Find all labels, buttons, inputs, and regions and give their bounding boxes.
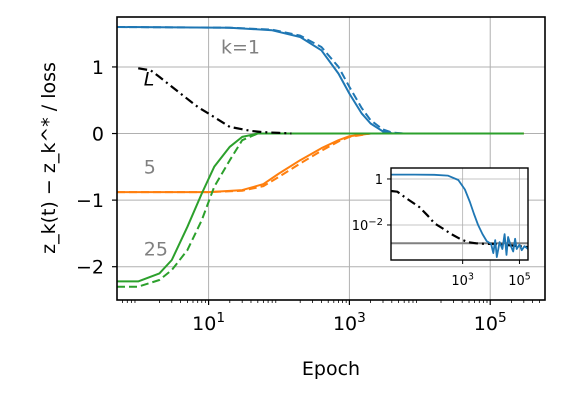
x-tick-label: 103 [333, 310, 366, 335]
x-axis-label: Epoch [302, 358, 360, 380]
inset-chart: 103 105 1 10−2 [352, 167, 531, 289]
annotation-label: k=1 [221, 37, 260, 59]
annotation-label: L [144, 69, 155, 91]
main-annotations: k=1 L 5 25 [144, 37, 260, 261]
y-tick-label: 1 [92, 57, 104, 79]
inset-y-tick-label: 10−2 [352, 217, 383, 234]
main-plot-frame [116, 16, 546, 301]
inset-x-tick-label: 105 [508, 272, 531, 289]
x-tick-label: 105 [474, 310, 507, 335]
y-tick-label: 0 [92, 124, 104, 146]
inset-series-line-k1 [391, 173, 529, 259]
series-line-k5-target [117, 132, 524, 194]
inset-y-tick-label: 1 [375, 173, 383, 188]
main-series-group [116, 26, 524, 288]
y-tick-label: −1 [76, 190, 104, 212]
annotation-label: 25 [144, 238, 168, 260]
main-ticks: 101 103 105 1 0 −1 −2 [76, 57, 540, 335]
inset-series-line-loss [390, 189, 529, 249]
series-line-k25-target [117, 132, 524, 288]
x-tick-label: 101 [192, 310, 225, 335]
inset-ticks: 103 105 1 10−2 [352, 173, 531, 289]
inset-series-group [390, 173, 529, 259]
y-axis-label: z_k(t) − z_k^* / loss [38, 62, 60, 254]
annotation-label: 5 [144, 156, 156, 178]
inset-frame [390, 167, 529, 261]
series-line-loss [138, 67, 292, 135]
y-tick-label: −2 [76, 257, 104, 279]
inset-x-tick-label: 103 [451, 272, 474, 289]
